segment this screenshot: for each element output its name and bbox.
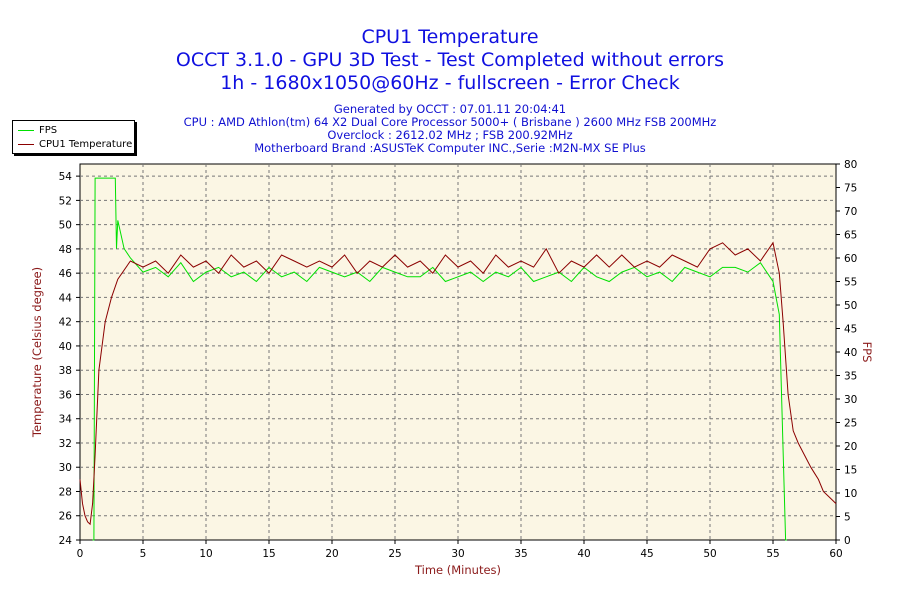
- y-right-tick-label: 35: [844, 371, 857, 383]
- axes: 0 5 10 15 20 25 30 35 40 45 50 55 602426283032343638…: [59, 159, 858, 560]
- y-left-tick-label: 34: [59, 414, 73, 426]
- legend-label-fps: FPS: [39, 124, 58, 136]
- y-left-tick-label: 50: [59, 220, 72, 232]
- legend: FPS CPU1 Temperature: [12, 120, 135, 154]
- x-tick-label: 0: [77, 548, 84, 560]
- y-left-tick-label: 52: [59, 195, 72, 207]
- y-right-tick-label: 55: [844, 277, 857, 289]
- x-tick-label: 5: [140, 548, 147, 560]
- x-tick-label: 60: [829, 548, 842, 560]
- x-tick-label: 20: [325, 548, 338, 560]
- y-left-tick-label: 46: [59, 268, 73, 280]
- y-right-tick-label: 30: [844, 394, 857, 406]
- info-generated: Generated by OCCT : 07.01.11 20:04:41: [333, 102, 567, 116]
- x-tick-label: 35: [514, 548, 527, 560]
- info-cpu: CPU : AMD Athlon(tm) 64 X2 Dual Core Pro…: [183, 115, 717, 129]
- y-right-tick-label: 40: [844, 347, 857, 359]
- y-left-tick-label: 28: [59, 486, 72, 498]
- x-axis-label: Time (Minutes): [414, 563, 502, 577]
- y-right-tick-label: 10: [844, 488, 857, 500]
- x-tick-label: 55: [766, 548, 779, 560]
- x-tick-label: 10: [199, 548, 212, 560]
- chart-title: CPU1 Temperature: [361, 26, 539, 48]
- x-tick-label: 30: [451, 548, 464, 560]
- x-tick-label: 25: [388, 548, 401, 560]
- series-line-fps: [92, 177, 787, 541]
- y-right-tick-label: 15: [844, 465, 857, 477]
- y-left-tick-label: 54: [59, 171, 73, 183]
- series-line-cpu1-temperature: [79, 241, 837, 526]
- y-axis-label-right: FPS: [860, 341, 874, 363]
- y-right-tick-label: 20: [844, 441, 857, 453]
- info-overclock: Overclock : 2612.02 MHz ; FSB 200.92MHz: [327, 128, 573, 142]
- legend-swatch-cpu1-temperature: [18, 143, 34, 145]
- y-right-tick-label: 75: [844, 183, 857, 195]
- legend-item-fps: FPS: [18, 123, 57, 137]
- y-left-tick-label: 26: [59, 511, 73, 523]
- x-tick-label: 50: [703, 548, 716, 560]
- x-tick-label: 40: [577, 548, 590, 560]
- x-tick-label: 45: [640, 548, 653, 560]
- series-lines: [79, 177, 837, 541]
- chart-subtitle-1: OCCT 3.1.0 - GPU 3D Test - Test Complete…: [175, 49, 725, 71]
- info-motherboard: Motherboard Brand :ASUSTeK Computer INC.…: [254, 141, 646, 155]
- y-axis-label-left: Temperature (Celsius degree): [30, 266, 44, 438]
- y-right-tick-label: 65: [844, 230, 857, 242]
- y-right-tick-label: 25: [844, 418, 857, 430]
- y-left-tick-label: 44: [59, 292, 73, 304]
- y-right-tick-label: 5: [844, 512, 851, 524]
- legend-swatch-fps: [18, 129, 34, 131]
- y-right-tick-label: 0: [844, 535, 851, 547]
- y-right-tick-label: 45: [844, 324, 857, 336]
- x-tick-label: 15: [262, 548, 275, 560]
- y-left-tick-label: 30: [59, 462, 72, 474]
- y-left-tick-label: 32: [59, 438, 72, 450]
- y-right-tick-label: 50: [844, 300, 857, 312]
- y-left-tick-label: 48: [59, 244, 72, 256]
- y-left-tick-label: 42: [59, 317, 72, 329]
- y-right-tick-label: 80: [844, 159, 857, 171]
- y-left-tick-label: 24: [59, 535, 73, 547]
- y-left-tick-label: 36: [59, 389, 73, 401]
- chart-subtitle-2: 1h - 1680x1050@60Hz - fullscreen - Error…: [220, 72, 680, 94]
- legend-item-cpu1-temperature: CPU1 Temperature: [18, 137, 132, 151]
- y-left-tick-label: 38: [59, 365, 72, 377]
- y-right-tick-label: 70: [844, 206, 857, 218]
- y-right-tick-label: 60: [844, 253, 857, 265]
- y-left-tick-label: 40: [59, 341, 72, 353]
- legend-label-cpu1-temperature: CPU1 Temperature: [39, 138, 133, 150]
